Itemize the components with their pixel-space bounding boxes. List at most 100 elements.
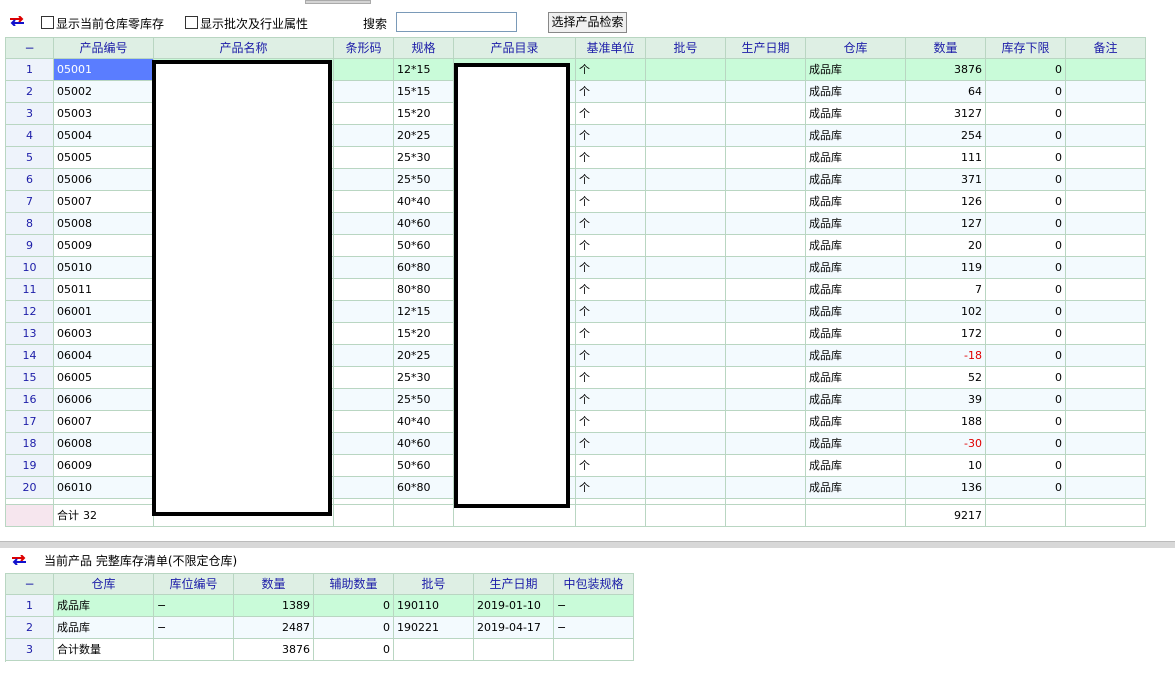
cell[interactable]: -30 bbox=[906, 433, 986, 455]
column-header[interactable]: 产品名称 bbox=[154, 38, 334, 59]
cell[interactable]: 个 bbox=[576, 367, 646, 389]
cell[interactable]: 成品库 bbox=[806, 301, 906, 323]
cell[interactable] bbox=[1066, 411, 1146, 433]
cell[interactable] bbox=[906, 499, 986, 505]
cell[interactable] bbox=[646, 477, 726, 499]
cell[interactable]: 成品库 bbox=[54, 595, 154, 617]
cell[interactable]: 0 bbox=[314, 617, 394, 639]
cell[interactable]: 个 bbox=[576, 147, 646, 169]
cell[interactable]: 个 bbox=[576, 433, 646, 455]
cell[interactable]: 个 bbox=[576, 213, 646, 235]
cell[interactable] bbox=[726, 147, 806, 169]
cell[interactable]: 1 bbox=[6, 59, 54, 81]
cell[interactable] bbox=[154, 639, 234, 661]
cell[interactable]: 0 bbox=[314, 595, 394, 617]
cell[interactable]: 188 bbox=[906, 411, 986, 433]
tab[interactable] bbox=[305, 0, 371, 4]
cell[interactable] bbox=[726, 301, 806, 323]
cell[interactable] bbox=[646, 505, 726, 527]
cell[interactable]: 06010 bbox=[54, 477, 154, 499]
cell[interactable]: 成品库 bbox=[806, 191, 906, 213]
cell[interactable] bbox=[394, 639, 474, 661]
column-header[interactable]: 库位编号 bbox=[154, 574, 234, 595]
cell[interactable]: 成品库 bbox=[806, 433, 906, 455]
cell[interactable] bbox=[1066, 191, 1146, 213]
cell[interactable]: 成品库 bbox=[806, 411, 906, 433]
cell[interactable] bbox=[726, 499, 806, 505]
column-header[interactable]: 产品目录 bbox=[454, 38, 576, 59]
cell[interactable]: 20*25 bbox=[394, 125, 454, 147]
cell[interactable]: 40*60 bbox=[394, 213, 454, 235]
cell[interactable]: 40*40 bbox=[394, 411, 454, 433]
cell[interactable]: 成品库 bbox=[806, 235, 906, 257]
cell[interactable]: 06008 bbox=[54, 433, 154, 455]
cell[interactable]: 0 bbox=[986, 477, 1066, 499]
cell[interactable] bbox=[394, 505, 454, 527]
cell[interactable]: 0 bbox=[986, 433, 1066, 455]
cell[interactable]: 254 bbox=[906, 125, 986, 147]
cell[interactable] bbox=[554, 639, 634, 661]
checkbox[interactable] bbox=[185, 16, 198, 29]
cell[interactable]: 05005 bbox=[54, 147, 154, 169]
column-header[interactable]: 仓库 bbox=[54, 574, 154, 595]
cell[interactable]: 06003 bbox=[54, 323, 154, 345]
cell[interactable]: 成品库 bbox=[806, 213, 906, 235]
search-input[interactable] bbox=[396, 12, 517, 32]
cell[interactable] bbox=[334, 103, 394, 125]
cell[interactable] bbox=[1066, 235, 1146, 257]
cell[interactable]: 3 bbox=[6, 103, 54, 125]
cell[interactable] bbox=[726, 505, 806, 527]
cell[interactable]: 11 bbox=[6, 279, 54, 301]
cell[interactable]: 个 bbox=[576, 301, 646, 323]
cell[interactable] bbox=[1066, 367, 1146, 389]
cell[interactable]: 成品库 bbox=[806, 345, 906, 367]
cell[interactable]: 05001 bbox=[54, 59, 154, 81]
cell[interactable] bbox=[1066, 169, 1146, 191]
cell[interactable] bbox=[726, 59, 806, 81]
cell[interactable] bbox=[334, 257, 394, 279]
column-header[interactable]: 备注 bbox=[1066, 38, 1146, 59]
cell[interactable]: 0 bbox=[986, 455, 1066, 477]
cell[interactable] bbox=[646, 433, 726, 455]
cell[interactable] bbox=[646, 235, 726, 257]
cell[interactable] bbox=[1066, 323, 1146, 345]
cell[interactable]: 2019-01-10 bbox=[474, 595, 554, 617]
cell[interactable]: 2 bbox=[6, 81, 54, 103]
cell[interactable] bbox=[646, 103, 726, 125]
cell[interactable]: 20*25 bbox=[394, 345, 454, 367]
cell[interactable] bbox=[646, 125, 726, 147]
cell[interactable]: 个 bbox=[576, 169, 646, 191]
cell[interactable]: 1 bbox=[6, 595, 54, 617]
search-button[interactable]: 选择产品检索 bbox=[548, 12, 627, 33]
cell[interactable] bbox=[726, 367, 806, 389]
cell[interactable] bbox=[646, 257, 726, 279]
cell[interactable]: 0 bbox=[986, 191, 1066, 213]
cell[interactable]: 40*40 bbox=[394, 191, 454, 213]
cell[interactable]: 60*80 bbox=[394, 257, 454, 279]
cell[interactable]: 个 bbox=[576, 191, 646, 213]
cell[interactable]: − bbox=[154, 617, 234, 639]
cell[interactable]: 127 bbox=[906, 213, 986, 235]
cell[interactable]: 5 bbox=[6, 147, 54, 169]
cell[interactable]: 0 bbox=[986, 279, 1066, 301]
cell[interactable] bbox=[1066, 81, 1146, 103]
cell[interactable] bbox=[334, 81, 394, 103]
cell[interactable]: 个 bbox=[576, 323, 646, 345]
splitter[interactable] bbox=[0, 541, 1175, 548]
cell[interactable] bbox=[646, 279, 726, 301]
cell[interactable]: 0 bbox=[986, 411, 1066, 433]
cell[interactable]: 64 bbox=[906, 81, 986, 103]
cell[interactable] bbox=[334, 367, 394, 389]
cell[interactable]: 个 bbox=[576, 125, 646, 147]
column-header[interactable]: 中包装规格 bbox=[554, 574, 634, 595]
cell[interactable] bbox=[1066, 125, 1146, 147]
cell[interactable]: 102 bbox=[906, 301, 986, 323]
cell[interactable] bbox=[726, 169, 806, 191]
cell[interactable] bbox=[726, 191, 806, 213]
cell[interactable] bbox=[334, 477, 394, 499]
cell[interactable]: 3876 bbox=[906, 59, 986, 81]
cell[interactable]: 16 bbox=[6, 389, 54, 411]
column-header[interactable]: 生产日期 bbox=[474, 574, 554, 595]
cell[interactable] bbox=[334, 169, 394, 191]
cell[interactable]: -18 bbox=[906, 345, 986, 367]
